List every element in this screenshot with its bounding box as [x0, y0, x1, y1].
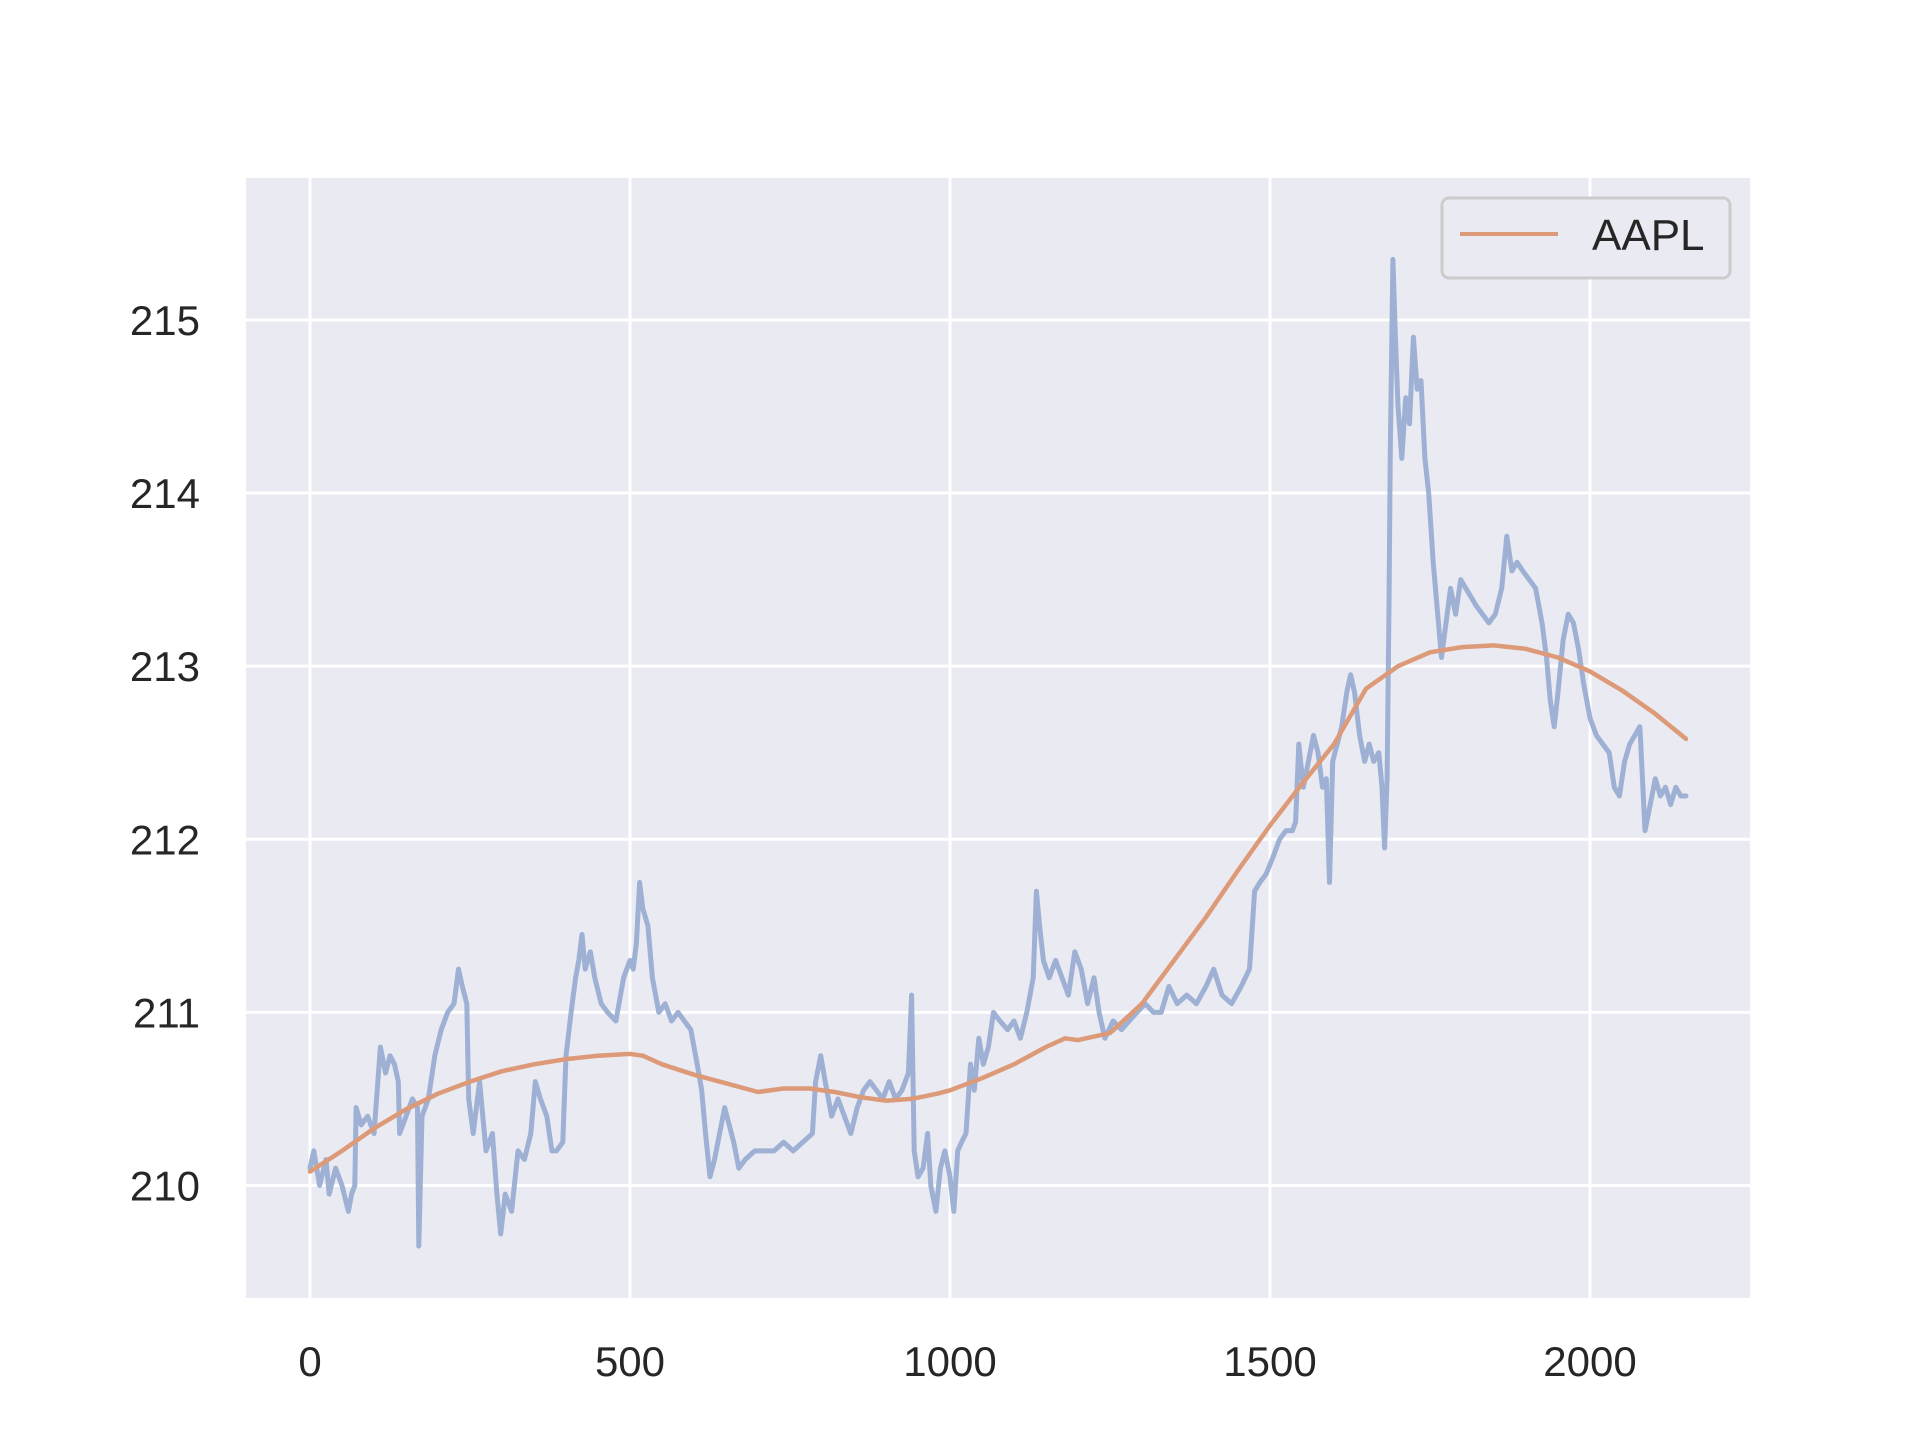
x-tick-label: 500: [595, 1338, 665, 1385]
y-tick-label: 214: [130, 470, 200, 517]
plot-area: [246, 178, 1750, 1298]
y-tick-label: 215: [130, 297, 200, 344]
y-tick-label: 212: [130, 816, 200, 863]
x-tick-label: 2000: [1543, 1338, 1636, 1385]
price-series-line: [307, 256, 1689, 1249]
series-layer: [307, 256, 1689, 1249]
y-tick-label: 211: [133, 989, 200, 1036]
legend-label: AAPL: [1592, 211, 1705, 260]
tick-layer: 0 500 1000 1500 2000 210 211 212 213 214 215: [130, 297, 1637, 1385]
x-tick-label: 0: [298, 1338, 321, 1385]
legend-box: [1440, 196, 1732, 280]
legend: AAPL: [1440, 196, 1732, 280]
x-tick-label: 1000: [903, 1338, 996, 1385]
aapl-trend-line: [307, 643, 1689, 1174]
y-tick-label: 213: [130, 643, 200, 690]
x-tick-label: 1500: [1223, 1338, 1316, 1385]
y-tick-label: 210: [130, 1162, 200, 1209]
